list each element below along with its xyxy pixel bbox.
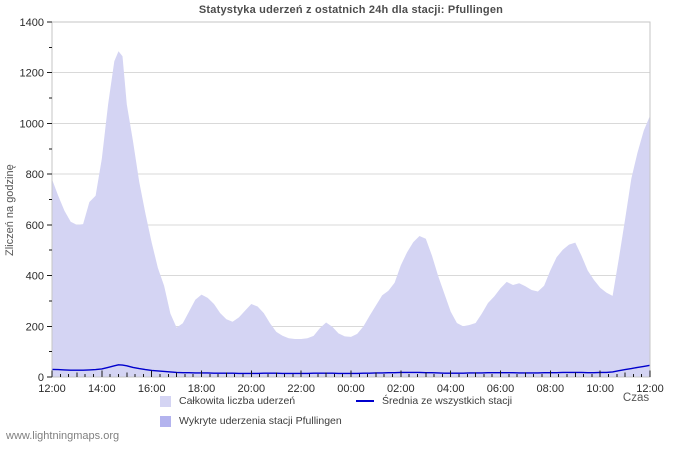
series-average [51,364,651,375]
legend-label-total: Całkowita liczba uderzeń [179,395,296,407]
legend-item-average: Średnia ze wszystkich stacji [356,395,512,407]
legend-swatch-total-icon [160,395,171,407]
legend-item-detected: Wykryte uderzenia stacji Pfullingen [160,415,342,427]
x-tick-label: 02:00 [387,383,415,395]
x-tick-label: 14:00 [88,383,116,395]
x-tick-label: 10:00 [586,383,614,395]
y-tick-label: 1400 [20,17,44,29]
x-tick-label: 20:00 [238,383,266,395]
x-axis-title: Czas [622,392,650,404]
y-tick-label: 200 [26,321,44,333]
x-tick-label: 16:00 [138,383,166,395]
legend-line-average-icon [356,400,374,402]
x-tick-label: 12:00 [636,383,664,395]
y-tick-label: 800 [26,169,44,181]
chart-title: Statystyka uderzeń z ostatnich 24h dla s… [198,4,504,16]
x-tick-label: 00:00 [337,383,365,395]
y-tick-label: 400 [26,271,44,283]
legend-label-detected: Wykryte uderzenia stacji Pfullingen [179,415,342,427]
x-tick-label: 12:00 [38,383,66,395]
legend-swatch-detected-icon [160,415,171,427]
y-tick-label: 600 [26,220,44,232]
watermark: www.lightningmaps.org [6,430,120,442]
legend-item-total: Całkowita liczba uderzeń [160,395,295,407]
y-tick-label: 1200 [20,68,44,80]
series-total [52,51,650,377]
x-tick-label: 22:00 [287,383,315,395]
x-tick-label: 04:00 [437,383,465,395]
x-tick-label: 18:00 [188,383,216,395]
y-tick-label: 0 [38,372,44,384]
y-tick-label: 1000 [20,118,44,130]
x-tick-label: 06:00 [487,383,515,395]
legend-label-average: Średnia ze wszystkich stacji [382,395,513,407]
x-tick-label: 08:00 [537,383,565,395]
